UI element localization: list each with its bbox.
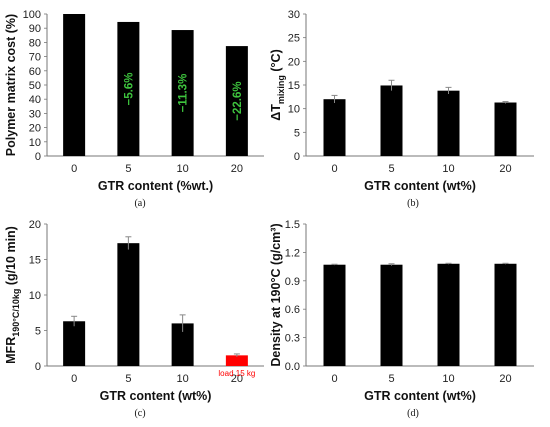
y-tick-label: 90: [29, 23, 41, 35]
bar: [380, 264, 403, 366]
panel-label: (a): [134, 198, 145, 209]
x-tick-label: 0: [71, 163, 77, 175]
bar-annotation: −22.6%: [232, 81, 244, 120]
y-tick-label: 10: [29, 137, 41, 149]
y-tick-label: 0: [35, 151, 41, 163]
bar: [494, 102, 517, 156]
bar: [437, 90, 460, 156]
x-axis-label: GTR content (wt%): [364, 389, 476, 403]
y-tick-label: 30: [29, 108, 41, 120]
y-tick-label: 40: [29, 94, 41, 106]
y-axis-label: MFR190°C/10kg (g/10 min): [4, 226, 21, 364]
chart-panel-1: 0 10 20 30 40 50 60 70 80 90 100 0 5 −5.6% 10 −11.3% 20 −…: [4, 9, 264, 209]
x-tick-label: 5: [125, 373, 131, 385]
x-axis-label: GTR content (wt%): [364, 179, 476, 193]
y-axis-label: Density at 190°C (g/cm³): [269, 223, 283, 366]
x-tick-label: 10: [442, 163, 454, 175]
x-tick-label: 20: [499, 373, 511, 385]
y-axis-label-unit: (°C): [269, 49, 283, 75]
bar: [117, 243, 140, 366]
y-tick-label: 1.2: [285, 247, 300, 259]
y-tick-label: 0.9: [285, 276, 300, 288]
y-tick-label: 25: [288, 33, 300, 45]
y-axis-label-subscript: mixing: [276, 75, 286, 104]
x-axis-label: GTR content (%wt.): [98, 179, 213, 193]
x-tick-label: 5: [388, 163, 394, 175]
y-tick-label: 5: [35, 326, 41, 338]
bar: [117, 21, 140, 157]
y-tick-label: 20: [288, 56, 300, 68]
x-tick-label: 0: [71, 373, 77, 385]
chart-panel-2: 0 5 10 15 20 25 30 0 5 10 20 GTR content (wt%) ΔTmix…: [269, 9, 534, 209]
y-tick-label: 10: [29, 290, 41, 302]
panel-label: (c): [134, 408, 145, 419]
panel-label: (d): [407, 408, 419, 419]
x-tick-label: 10: [177, 373, 189, 385]
y-tick-label: 20: [29, 219, 41, 231]
x-tick-label: 0: [331, 373, 337, 385]
y-tick-label: 5: [294, 127, 300, 139]
y-tick-label: 0: [294, 151, 300, 163]
y-tick-label: 80: [29, 37, 41, 49]
x-tick-label: 0: [331, 163, 337, 175]
y-tick-label: 0: [35, 361, 41, 373]
bar-note: load 15 kg: [218, 369, 255, 378]
x-tick-label: 5: [388, 373, 394, 385]
panel-label: (b): [407, 198, 419, 209]
y-axis-label: Polymer matrix cost (%): [4, 14, 18, 156]
y-tick-label: 30: [288, 9, 300, 21]
y-tick-label: 60: [29, 66, 41, 78]
y-tick-label: 50: [29, 80, 41, 92]
bar: [323, 264, 346, 366]
y-axis-label-subscript: 190°C/10kg: [11, 289, 21, 337]
x-tick-label: 5: [125, 163, 131, 175]
y-tick-label: 10: [288, 104, 300, 116]
y-tick-label: 0.3: [285, 333, 300, 345]
bar: [323, 99, 346, 156]
y-tick-label: 15: [29, 255, 41, 267]
y-tick-label: 15: [288, 80, 300, 92]
x-tick-label: 10: [177, 163, 189, 175]
y-tick-label: 70: [29, 52, 41, 64]
x-tick-label: 20: [231, 373, 243, 385]
bar: [225, 355, 248, 366]
y-axis-label: ΔTmixing (°C): [269, 49, 286, 120]
y-tick-label: 0.6: [285, 304, 300, 316]
bar: [171, 323, 194, 366]
bar-annotation: −11.3%: [178, 74, 190, 113]
y-tick-label: 1.5: [285, 219, 300, 231]
y-tick-label: 0.0: [285, 361, 300, 373]
y-tick-label: 100: [23, 9, 41, 21]
y-tick-label: 20: [29, 123, 41, 135]
x-tick-label: 10: [442, 373, 454, 385]
bar: [171, 30, 194, 157]
x-tick-label: 20: [231, 163, 243, 175]
y-axis-label-unit: (g/10 min): [4, 226, 18, 289]
chart-panel-4: 0.0 0.3 0.6 0.9 1.2 1.5 0 5 10 20 GTR content (wt%…: [269, 219, 534, 419]
x-tick-label: 20: [499, 163, 511, 175]
bar: [63, 321, 86, 366]
bar: [494, 263, 517, 366]
y-axis-label-main: MFR: [4, 337, 18, 364]
bar: [63, 14, 86, 156]
bar: [437, 263, 460, 366]
bar-annotation: −5.6%: [123, 73, 135, 106]
y-axis-label-main: ΔT: [269, 104, 283, 121]
bar: [380, 85, 403, 156]
x-axis-label: GTR content (wt%): [100, 389, 212, 403]
bar: [225, 46, 248, 157]
